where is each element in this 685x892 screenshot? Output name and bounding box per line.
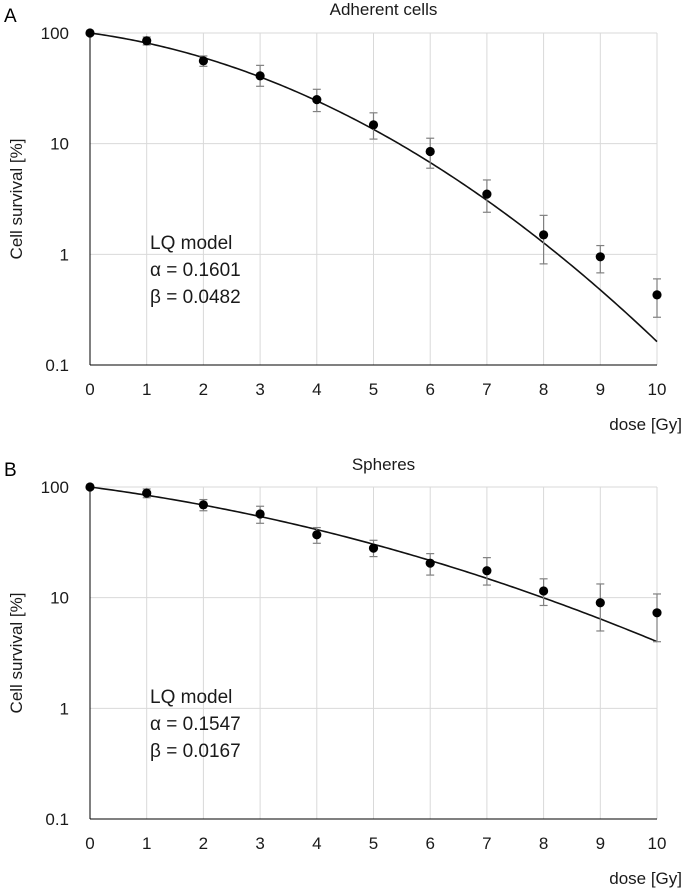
beta-value: β = 0.0167 bbox=[150, 741, 241, 762]
x-tick-label: 8 bbox=[539, 834, 548, 853]
x-tick-label: 7 bbox=[482, 380, 491, 399]
y-axis-label: Cell survival [%] bbox=[7, 593, 26, 714]
chart-title: Spheres bbox=[352, 455, 415, 474]
data-point bbox=[312, 95, 322, 105]
alpha-value: α = 0.1601 bbox=[150, 260, 241, 281]
x-tick-label: 10 bbox=[648, 834, 667, 853]
x-tick-label: 0 bbox=[85, 834, 94, 853]
x-tick-label: 3 bbox=[255, 834, 264, 853]
x-tick-label: 5 bbox=[369, 380, 378, 399]
x-tick-label: 1 bbox=[142, 834, 151, 853]
lq-model-label: LQ model bbox=[150, 687, 232, 708]
x-tick-label: 5 bbox=[369, 834, 378, 853]
y-tick-label: 1 bbox=[60, 699, 69, 718]
alpha-value: α = 0.1547 bbox=[150, 714, 241, 735]
y-tick-label: 0.1 bbox=[45, 810, 69, 829]
x-tick-label: 2 bbox=[199, 834, 208, 853]
y-tick-label: 100 bbox=[41, 24, 69, 43]
y-tick-label: 1 bbox=[60, 245, 69, 264]
data-point bbox=[368, 120, 379, 130]
data-point bbox=[425, 558, 435, 568]
data-point bbox=[142, 36, 152, 46]
x-tick-label: 6 bbox=[425, 834, 434, 853]
data-point bbox=[482, 566, 492, 576]
data-point bbox=[482, 189, 492, 199]
x-tick-label: 0 bbox=[85, 380, 94, 399]
lq-model-label: LQ model bbox=[150, 233, 232, 254]
data-point bbox=[255, 71, 265, 81]
data-point bbox=[312, 530, 322, 540]
chart-panel-b: 0 1 2 3 4 5 6 7 8 9 10 0.1 1 10 100 B Spheres dose [Gy] Ce… bbox=[4, 455, 682, 888]
data-point bbox=[198, 500, 208, 510]
data-point bbox=[85, 482, 95, 492]
x-tick-label: 9 bbox=[596, 834, 605, 853]
panel-letter: B bbox=[4, 460, 17, 481]
data-point bbox=[198, 56, 208, 66]
x-axis-label: dose [Gy] bbox=[609, 415, 682, 434]
x-tick-label: 9 bbox=[596, 380, 605, 399]
panel-letter: A bbox=[4, 6, 17, 27]
x-tick-label: 3 bbox=[255, 380, 264, 399]
x-tick-label: 8 bbox=[539, 380, 548, 399]
y-tick-label: 10 bbox=[50, 135, 69, 154]
data-point bbox=[425, 146, 435, 157]
data-point bbox=[595, 252, 605, 262]
y-tick-label: 10 bbox=[50, 589, 69, 608]
data-point bbox=[85, 28, 95, 38]
x-tick-label: 4 bbox=[312, 834, 321, 853]
y-tick-label: 0.1 bbox=[45, 356, 69, 375]
x-tick-label: 6 bbox=[425, 380, 434, 399]
beta-value: β = 0.0482 bbox=[150, 287, 241, 308]
x-tick-label: 2 bbox=[199, 380, 208, 399]
chart-panel-a: 0 1 2 3 4 5 6 7 8 9 10 0.1 1 10 100 A Adherent cells dose… bbox=[4, 0, 682, 434]
y-tick-label: 100 bbox=[41, 478, 69, 497]
data-point bbox=[539, 586, 549, 596]
chart-title: Adherent cells bbox=[330, 0, 438, 19]
x-tick-label: 7 bbox=[482, 834, 491, 853]
x-axis-label: dose [Gy] bbox=[609, 869, 682, 888]
y-axis-label: Cell survival [%] bbox=[7, 139, 26, 260]
data-point bbox=[255, 509, 265, 519]
data-point bbox=[595, 598, 605, 608]
data-point bbox=[652, 290, 662, 300]
x-tick-label: 10 bbox=[648, 380, 667, 399]
x-tick-label: 1 bbox=[142, 380, 151, 399]
data-point bbox=[539, 230, 549, 240]
x-tick-label: 4 bbox=[312, 380, 321, 399]
data-point bbox=[142, 488, 152, 498]
data-point bbox=[368, 543, 379, 553]
data-point bbox=[652, 608, 662, 618]
